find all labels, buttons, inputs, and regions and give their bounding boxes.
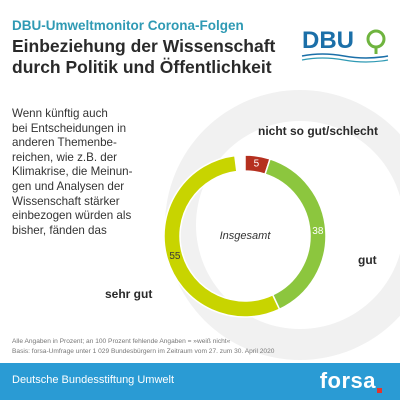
donut-slices <box>163 154 327 318</box>
background-ring-inner <box>196 121 400 329</box>
question-line: reichen, wie z.B. der <box>12 150 118 164</box>
donut-slice-2 <box>163 154 281 318</box>
donut-values: 5 38 55 <box>169 159 324 262</box>
question-line: bisher, fänden das <box>12 223 107 237</box>
dbu-logo: DBU <box>301 27 389 63</box>
page-title: Einbeziehung der Wissenschaft durch Poli… <box>12 36 292 78</box>
legend-label-bad: nicht so gut/schlecht <box>258 124 379 138</box>
question-line: Wenn künftig auch <box>12 107 108 120</box>
forsa-logo: forsa <box>319 368 376 393</box>
logo-wave-icon <box>301 57 389 63</box>
question-line: Klimakrise, die Meinun- <box>12 165 133 179</box>
legend-label-good: gut <box>358 253 377 267</box>
legend-label-very-good: sehr gut <box>105 287 153 301</box>
question-line: anderen Themenbe- <box>12 136 117 150</box>
footer-organization: Deutsche Bundesstiftung Umwelt <box>12 374 175 386</box>
logo-wave-icon <box>301 53 389 59</box>
question-line: einbezogen würden als <box>12 209 132 223</box>
title-line-1: Einbeziehung der Wissenschaft <box>12 36 276 56</box>
logo-text: DBU <box>302 27 354 54</box>
footnote-line: Basis: forsa-Umfrage unter 1 029 Bundesb… <box>12 347 275 355</box>
footnote: Alle Angaben in Prozent; an 100 Prozent … <box>12 337 392 356</box>
slice-value-0: 5 <box>254 159 260 170</box>
question-line: bei Entscheidungen in <box>12 121 127 135</box>
title-line-2: durch Politik und Öffentlichkeit <box>12 57 272 77</box>
slice-value-1: 38 <box>312 226 324 237</box>
footer-bar: Deutsche Bundesstiftung Umwelt forsa <box>0 363 400 400</box>
question-line: gen und Analysen der <box>12 179 125 193</box>
slice-value-2: 55 <box>169 251 181 262</box>
kicker: DBU-Umweltmonitor Corona-Folgen <box>12 18 244 33</box>
footnote-line: Alle Angaben in Prozent; an 100 Prozent … <box>12 338 231 345</box>
center-label: Insgesamt <box>220 230 272 242</box>
forsa-dot-icon <box>377 388 382 393</box>
question-text: Wenn künftig auch bei Entscheidungen in … <box>12 107 147 238</box>
question-line: Wissenschaft stärker <box>12 194 120 208</box>
